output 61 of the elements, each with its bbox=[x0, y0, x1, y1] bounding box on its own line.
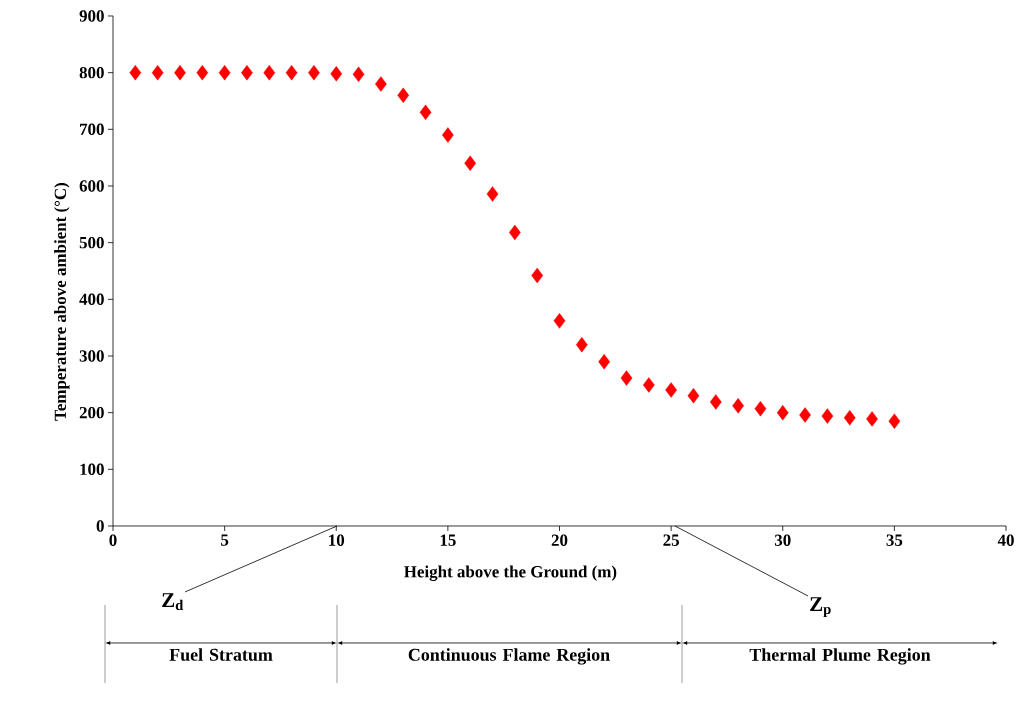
text: Fuel Stratum bbox=[169, 648, 273, 661]
point bbox=[553, 313, 566, 329]
point bbox=[866, 411, 878, 427]
x-tick-label: 20 bbox=[551, 534, 568, 546]
point bbox=[799, 407, 811, 423]
point bbox=[263, 64, 276, 81]
point bbox=[576, 336, 588, 353]
point bbox=[642, 377, 655, 393]
text: Thermal Plume Region bbox=[749, 648, 931, 665]
x-tick-label: 10 bbox=[329, 534, 345, 546]
point bbox=[308, 64, 320, 81]
point bbox=[888, 413, 901, 429]
point bbox=[397, 87, 410, 104]
point bbox=[486, 186, 499, 202]
x-tick-label: 30 bbox=[774, 534, 791, 546]
x-tick-label: 35 bbox=[886, 534, 903, 546]
y-tick-label: 700 bbox=[80, 123, 104, 136]
y-tick-label: 0 bbox=[96, 520, 104, 532]
x-tick-label: 15 bbox=[440, 534, 456, 546]
point bbox=[330, 66, 343, 82]
point bbox=[174, 64, 186, 81]
text: Z$_{d}$ bbox=[162, 593, 184, 611]
point bbox=[665, 382, 677, 398]
point bbox=[598, 353, 610, 370]
point bbox=[241, 64, 253, 81]
point bbox=[843, 410, 856, 426]
y-tick-label: 800 bbox=[79, 66, 104, 79]
y-tick-label: 600 bbox=[79, 180, 104, 192]
y-tick-label: 300 bbox=[79, 350, 104, 362]
point bbox=[687, 387, 700, 404]
point bbox=[509, 224, 521, 241]
point bbox=[776, 404, 789, 421]
y-tick-label: 100 bbox=[80, 463, 104, 476]
y-axis-title: Temperature above ambient (°C) bbox=[54, 182, 70, 421]
y-tick-label: 200 bbox=[79, 406, 104, 419]
text: Continuous Flame Region bbox=[408, 648, 610, 665]
point bbox=[464, 155, 477, 172]
point bbox=[218, 64, 231, 81]
point bbox=[442, 127, 454, 143]
y-tick-label: 500 bbox=[79, 236, 104, 249]
point bbox=[620, 370, 633, 386]
point bbox=[821, 408, 834, 424]
point bbox=[754, 400, 767, 417]
point bbox=[151, 64, 164, 81]
point bbox=[285, 64, 298, 81]
text: Z$_{p}$ bbox=[810, 597, 831, 618]
point bbox=[375, 76, 387, 92]
point bbox=[419, 104, 432, 121]
point bbox=[129, 64, 142, 81]
x-tick-label: 5 bbox=[221, 534, 229, 546]
point bbox=[352, 66, 365, 83]
x-tick-label: 0 bbox=[109, 534, 117, 546]
point bbox=[709, 394, 722, 410]
point bbox=[732, 398, 744, 414]
x-tick-label: 25 bbox=[663, 534, 679, 546]
x-tick-label: 40 bbox=[997, 534, 1014, 546]
x-axis-title: Height above the Ground (m) bbox=[404, 565, 617, 581]
point bbox=[531, 267, 544, 284]
point bbox=[196, 64, 209, 81]
y-tick-label: 900 bbox=[79, 10, 104, 22]
y-tick-label: 400 bbox=[79, 293, 104, 306]
